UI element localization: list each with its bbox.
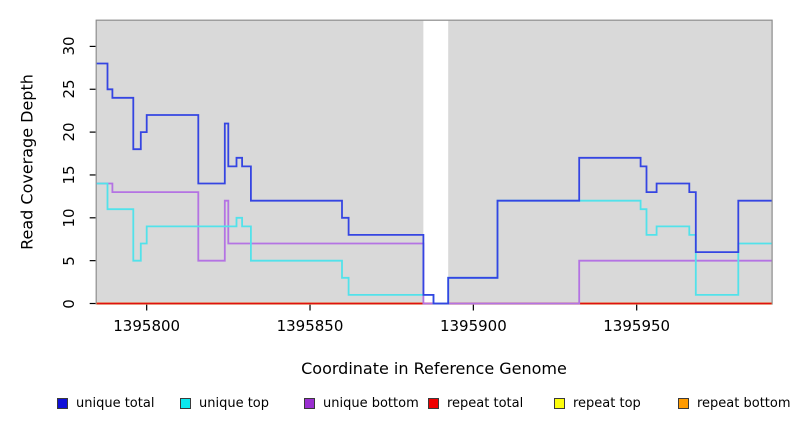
y-tick-label: 15 [60,165,78,185]
y-axis-title: Read Coverage Depth [17,74,37,250]
y-tick-label: 10 [60,208,78,228]
x-tick-label: 1395950 [603,317,671,335]
series-path-unique-bottom [96,182,772,305]
series-path-unique-total [96,62,772,305]
y-tick-label: 30 [60,36,78,56]
series-path-unique-top [96,182,772,305]
y-tick-label: 20 [60,122,78,142]
y-tick-label: 25 [60,79,78,99]
x-tick-label: 1395900 [439,317,507,335]
y-tick-label: 5 [60,255,78,266]
y-tick-label: 0 [60,298,78,309]
x-tick-label: 1395800 [113,317,181,335]
x-axis-title: Coordinate in Reference Genome [301,359,567,378]
no-data-gap [423,13,449,304]
x-tick-label: 1395850 [276,317,344,335]
